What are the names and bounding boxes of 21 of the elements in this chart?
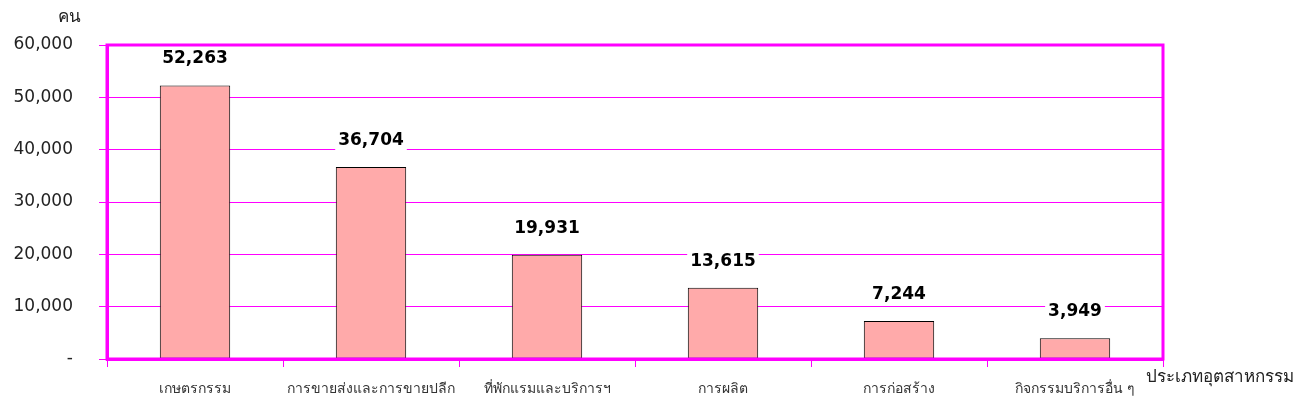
y-axis-title: คน <box>57 6 81 27</box>
data-label: 36,704 <box>338 128 404 149</box>
x-tick-label: เกษตรกรรม <box>159 380 231 397</box>
x-axis-title: ประเภทอุตสาหกรรม <box>1146 366 1294 388</box>
y-tick-label: 50,000 <box>13 85 73 106</box>
x-tick-label: การขายส่งและการขายปลีก <box>287 380 455 397</box>
y-tick-label: 40,000 <box>13 138 73 159</box>
x-tick-label: กิจกรรมบริการอื่น ๆ <box>1014 379 1136 397</box>
y-tick-label: 20,000 <box>13 242 73 263</box>
x-tick-label: ที่พักแรมและบริการฯ <box>483 379 611 397</box>
y-tick-label: 30,000 <box>13 190 73 211</box>
y-tick-label: - <box>66 347 73 368</box>
data-label: 19,931 <box>514 216 580 237</box>
x-tick-label: การผลิต <box>698 380 748 397</box>
y-tick-label: 60,000 <box>13 33 73 54</box>
data-label: 3,949 <box>1048 300 1102 321</box>
x-tick-label: การก่อสร้าง <box>863 380 935 397</box>
y-tick-label: 10,000 <box>13 295 73 316</box>
data-label: 7,244 <box>872 283 927 304</box>
data-label: 13,615 <box>690 249 756 270</box>
data-label: 52,263 <box>162 47 228 68</box>
